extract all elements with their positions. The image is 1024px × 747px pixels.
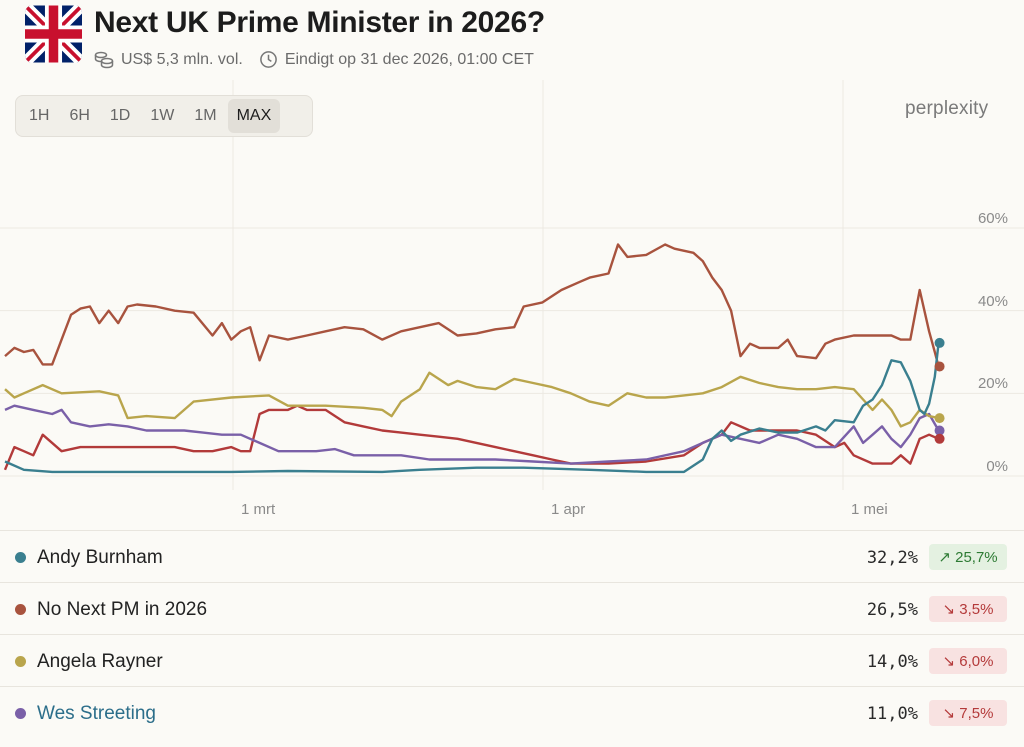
outcome-name: Angela Rayner: [37, 651, 163, 672]
outcome-row[interactable]: No Next PM in 2026 26,5% ↘ 3,5%: [0, 582, 1024, 634]
outcome-color-dot: [15, 656, 26, 667]
x-tick-label: 1 mrt: [241, 501, 276, 518]
series-line-other: [3, 404, 940, 471]
price-chart[interactable]: [0, 80, 1024, 530]
range-option-1w[interactable]: 1W: [150, 107, 175, 124]
series-end-dot-no-next-pm-in-2026: [934, 361, 945, 372]
volume-label: US$ 5,3 mln. vol.: [121, 50, 243, 68]
series-end-dot-angela-rayner: [934, 413, 945, 424]
outcome-percentage: 14,0%: [866, 652, 918, 672]
x-tick-label: 1 apr: [551, 501, 586, 518]
y-tick-label: 40%: [977, 292, 1008, 310]
y-tick-label: 0%: [986, 458, 1008, 475]
end-date-label: Eindigt op 31 dec 2026, 01:00 CET: [284, 50, 534, 68]
y-tick-label: 60%: [977, 210, 1008, 227]
outcome-change-badge: ↘ 6,0%: [929, 648, 1007, 674]
series-line-wes-streeting: [4, 404, 940, 465]
perplexity-logo: perplexity: [905, 98, 989, 119]
outcome-color-dot: [15, 552, 26, 563]
series-line-andy-burnham: [4, 342, 940, 474]
outcome-change-badge: ↗ 25,7%: [929, 544, 1007, 570]
outcome-name: No Next PM in 2026: [37, 599, 208, 620]
clock-icon: [259, 51, 277, 68]
page-title: Next UK Prime Minister in 2026?: [94, 6, 545, 39]
outcome-row[interactable]: Angela Rayner 14,0% ↘ 6,0%: [0, 634, 1024, 686]
uk-flag-icon: [25, 5, 82, 63]
series-line-no-next-pm-in-2026: [4, 243, 940, 367]
outcome-percentage: 11,0%: [866, 704, 918, 724]
series-end-dot-wes-streeting: [934, 425, 945, 436]
outcome-color-dot: [15, 708, 26, 719]
time-range-selector: 1H 6H 1D 1W 1M MAX: [15, 95, 313, 137]
y-tick-label: 20%: [977, 375, 1008, 393]
series-end-dot-andy-burnham: [934, 337, 945, 348]
outcome-name[interactable]: Wes Streeting: [37, 703, 156, 724]
outcome-change-badge: ↘ 3,5%: [929, 596, 1007, 622]
x-tick-label: 1 mei: [851, 501, 888, 518]
market-meta: US$ 5,3 mln. vol. Eindigt op 31 dec 2026…: [94, 50, 534, 69]
range-option-1d[interactable]: 1D: [109, 107, 131, 124]
series-line-angela-rayner: [4, 371, 939, 428]
range-option-6h[interactable]: 6H: [69, 107, 90, 124]
market-header: Next UK Prime Minister in 2026? US$ 5,3 …: [0, 0, 1024, 80]
outcome-name: Andy Burnham: [37, 547, 163, 568]
coins-icon: [94, 51, 114, 68]
range-option-1m[interactable]: 1M: [194, 107, 217, 124]
outcome-row[interactable]: Andy Burnham 32,2% ↗ 25,7%: [0, 530, 1024, 582]
outcome-change-badge: ↘ 7,5%: [929, 700, 1007, 726]
outcome-color-dot: [15, 604, 26, 615]
outcome-row[interactable]: Wes Streeting 11,0% ↘ 7,5%: [0, 686, 1024, 738]
outcome-percentage: 26,5%: [866, 600, 918, 620]
outcome-percentage: 32,2%: [866, 548, 918, 568]
series-end-dot-other: [934, 433, 945, 444]
range-option-max[interactable]: MAX: [227, 99, 281, 133]
range-option-1h[interactable]: 1H: [29, 107, 50, 124]
